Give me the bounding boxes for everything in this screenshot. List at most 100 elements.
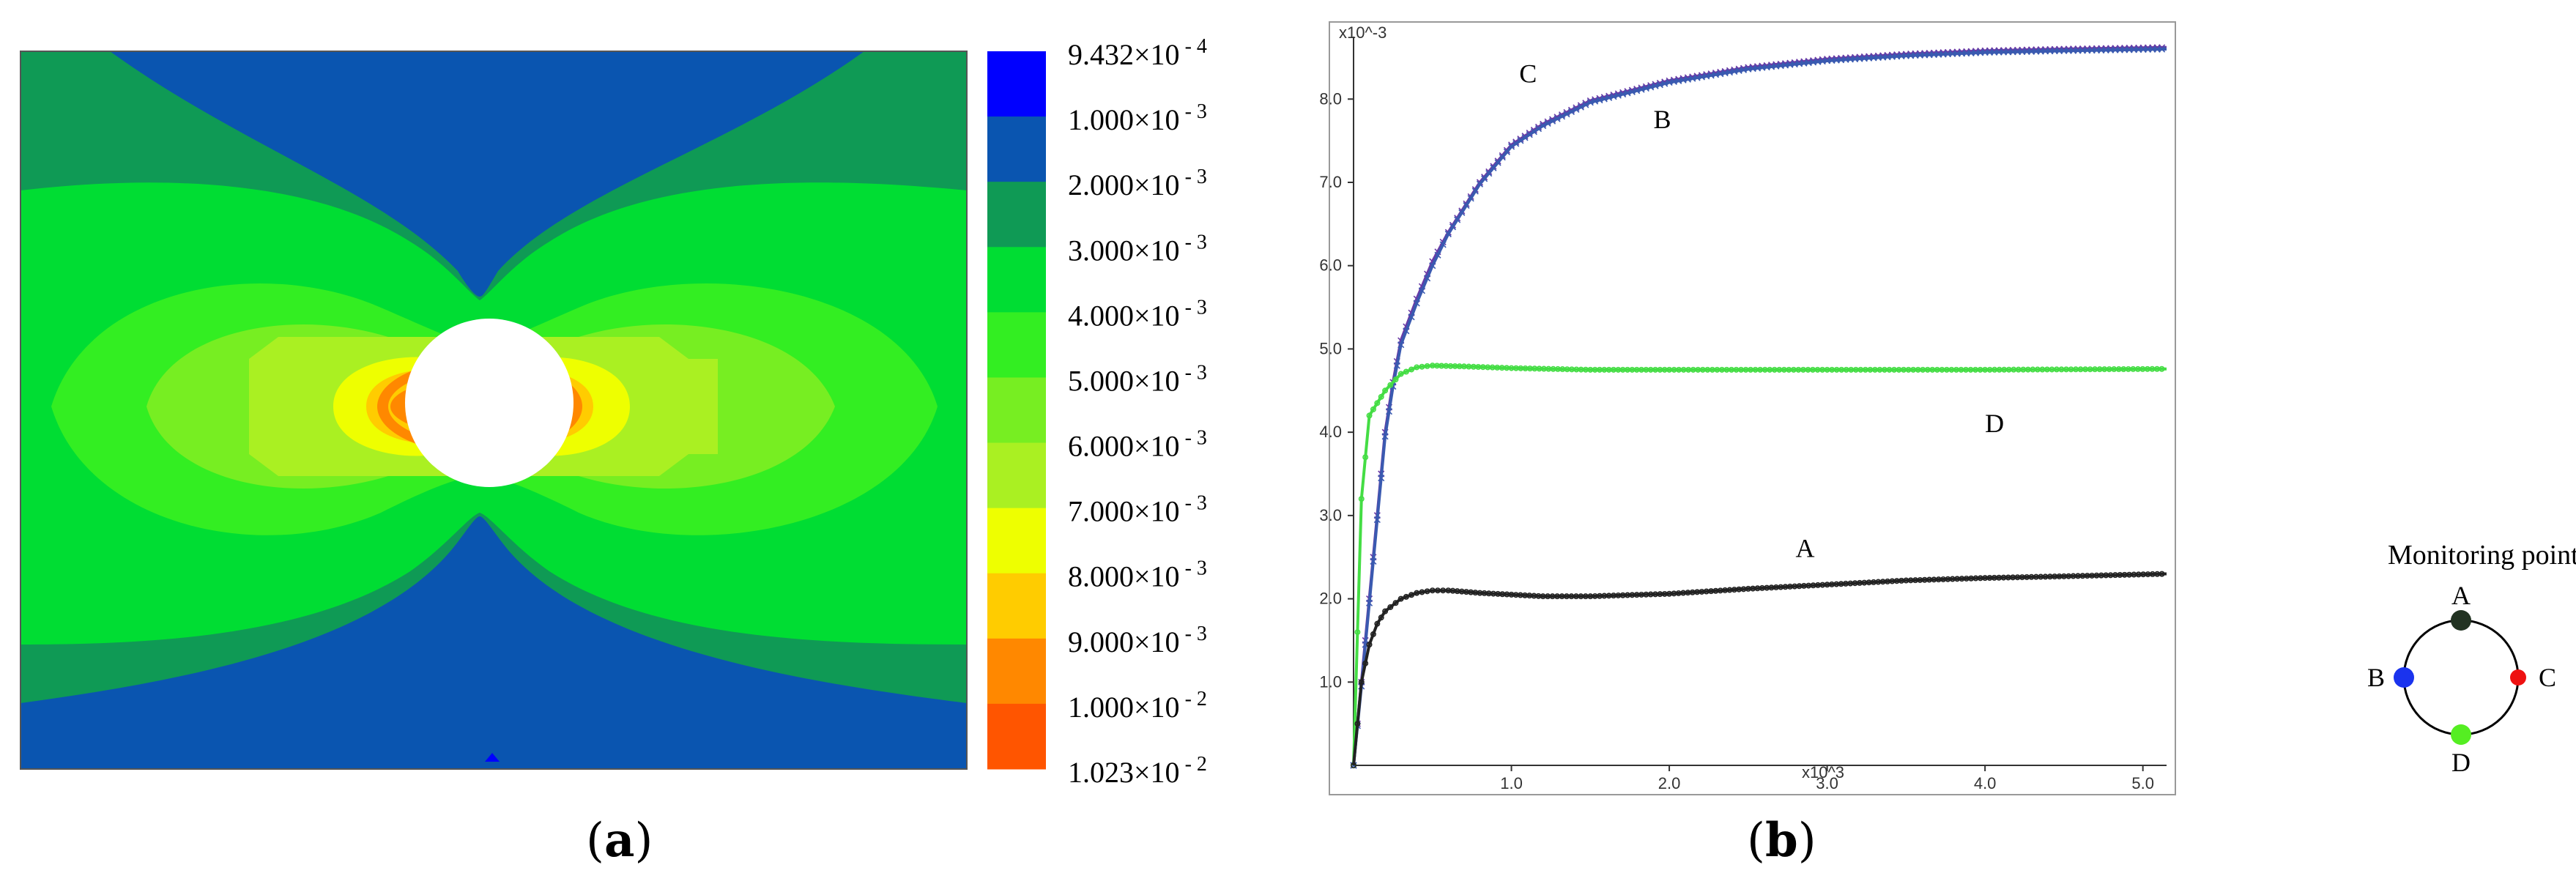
data-point: [1439, 241, 1447, 248]
y-tick-label: 5.0: [1319, 339, 1342, 357]
colorbar-swatch: [987, 638, 1046, 705]
colorbar-label-exp: - 3: [1180, 296, 1207, 319]
data-point: [1370, 631, 1376, 637]
colorbar-swatch: [987, 312, 1046, 378]
min-marker: [485, 753, 500, 762]
data-point: [1444, 230, 1452, 238]
data-point: [1471, 187, 1479, 195]
data-point: [1362, 454, 1369, 461]
colorbar-label-times: ×10: [1134, 495, 1180, 528]
colorbar-label-exp: - 2: [1180, 753, 1207, 776]
y-tick-label: 2.0: [1319, 590, 1342, 608]
data-point: [1476, 180, 1483, 187]
caption-b-close: ): [1797, 814, 1816, 868]
series-A: [1351, 571, 2167, 769]
colorbar-label-mantissa: 7.000: [1068, 495, 1134, 528]
y-multiplier-label: x10^-3: [1339, 23, 1387, 42]
colorbar-swatch: [987, 116, 1046, 182]
colorbar-label-mantissa: 6.000: [1068, 430, 1134, 463]
colorbar-label-mantissa: 4.000: [1068, 299, 1134, 332]
data-point: [1398, 595, 1404, 602]
data-point: [1499, 154, 1506, 161]
data-point: [1490, 164, 1497, 171]
y-tick-label: 4.0: [1319, 423, 1342, 441]
data-point: [1582, 101, 1589, 108]
colorbar-label-exp: - 4: [1180, 35, 1207, 58]
data-point: [1374, 400, 1381, 406]
chart-frame: [1329, 21, 2176, 795]
colorbar-label-times: ×10: [1134, 364, 1180, 397]
colorbar-label: 9.432×10 - 4: [1068, 35, 1207, 71]
data-point: [1424, 363, 1430, 369]
monitoring-point-label: D: [2451, 748, 2471, 777]
colorbar-swatch: [987, 247, 1046, 313]
monitoring-point-A: [2451, 610, 2471, 631]
data-point: [1392, 600, 1399, 606]
colorbar-label-times: ×10: [1134, 625, 1180, 658]
data-point: [1485, 170, 1493, 177]
data-point: [1481, 175, 1488, 182]
data-point: [1382, 608, 1389, 614]
colorbar-swatch: [987, 442, 1046, 509]
colorbar-swatch: [987, 377, 1046, 444]
data-point: [1387, 604, 1394, 610]
data-point: [1387, 382, 1394, 388]
data-point: [1358, 496, 1365, 502]
colorbar-label-mantissa: 1.000: [1068, 691, 1134, 724]
colorbar-label-mantissa: 2.000: [1068, 168, 1134, 201]
caption-b: (b): [1747, 813, 1816, 868]
data-point: [1378, 614, 1384, 621]
data-point: [1549, 117, 1556, 125]
data-point: [1370, 557, 1377, 565]
y-tick-label: 7.0: [1319, 173, 1342, 191]
data-point: [1467, 195, 1474, 202]
data-point: [1530, 128, 1537, 135]
data-point: [1558, 113, 1566, 120]
y-tick-label: 8.0: [1319, 89, 1342, 108]
data-point: [1408, 313, 1415, 321]
data-point: [1419, 589, 1425, 595]
caption-b-letter: b: [1764, 813, 1798, 868]
colorbar-label-exp: - 3: [1180, 623, 1207, 645]
data-point: [1393, 362, 1400, 369]
data-point: [1403, 593, 1409, 600]
data-point: [1374, 620, 1381, 627]
data-point: [1398, 371, 1404, 377]
colorbar-label-times: ×10: [1134, 430, 1180, 463]
colorbar-label-mantissa: 1.000: [1068, 103, 1134, 136]
data-point: [1419, 363, 1425, 370]
colorbar-label-times: ×10: [1134, 756, 1180, 789]
data-point: [1507, 143, 1515, 150]
panel-a: 9.432×10 - 4 1.000×10 - 3 2.000×10 - 3 3.00…: [20, 35, 1207, 868]
data-point: [1463, 201, 1470, 209]
data-point: [1362, 660, 1369, 666]
inset-title: Monitoring point: [2388, 540, 2576, 571]
caption-a: (a): [586, 813, 653, 868]
colorbar-label-times: ×10: [1134, 234, 1180, 267]
data-point: [1370, 406, 1376, 412]
axes: 1.0 2.0 3.0 4.0 5.0 6.0 7.0 8.0 1.0 2.0 3.0 4.0 5.0: [1319, 37, 2167, 792]
caption-b-open: (: [1747, 814, 1765, 868]
colorbar-label-times: ×10: [1134, 168, 1180, 201]
caption-a-close: ): [634, 814, 653, 868]
colorbar-label-exp: - 3: [1180, 231, 1207, 253]
x-tick-label: 5.0: [2131, 774, 2154, 792]
data-point: [2159, 571, 2165, 577]
data-point: [1424, 588, 1430, 595]
colorbar-label: 1.000×10 - 2: [1068, 688, 1207, 724]
colorbar-label-times: ×10: [1134, 560, 1180, 593]
data-point: [1517, 137, 1524, 144]
data-point: [1429, 262, 1436, 270]
data-point: [1398, 341, 1405, 349]
data-point: [1373, 516, 1381, 524]
monitoring-inset: Monitoring point A B C D: [2367, 540, 2576, 777]
colorbar-label-exp: - 3: [1180, 166, 1207, 188]
data-point: [1573, 105, 1580, 113]
data-point: [1354, 629, 1361, 636]
colorbar-label: 4.000×10 - 3: [1068, 296, 1207, 332]
data-point: [1512, 140, 1520, 147]
contour-band-1e-3-top: [110, 51, 864, 297]
colorbar-swatch: [987, 573, 1046, 639]
caption-a-open: (: [586, 814, 604, 868]
data-point: [1351, 762, 1357, 769]
